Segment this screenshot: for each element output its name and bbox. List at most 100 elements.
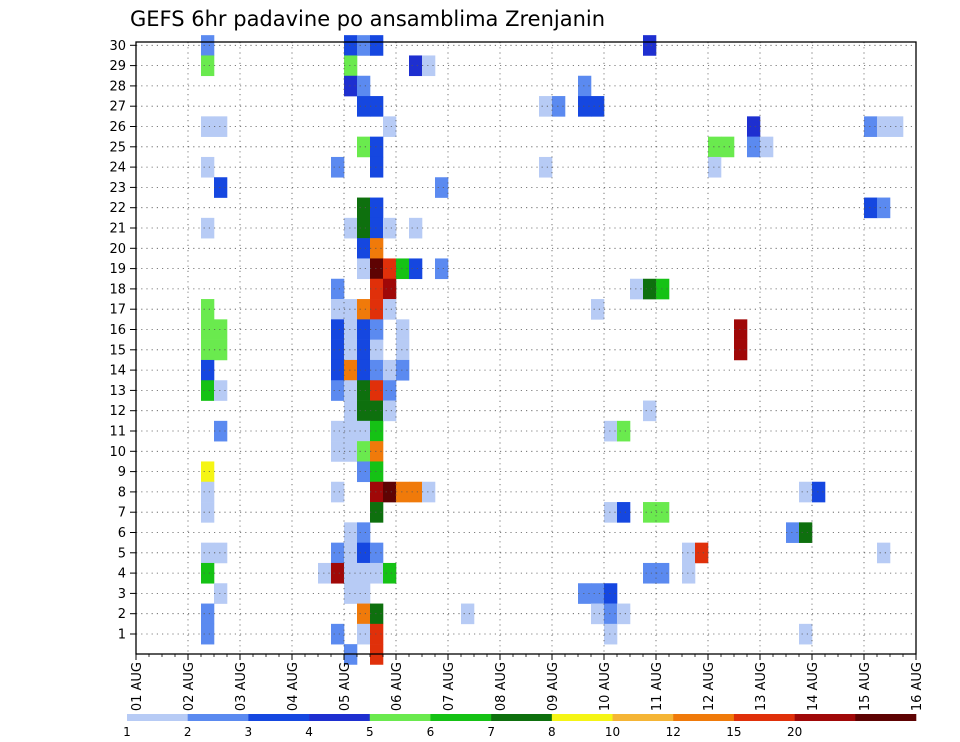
x-tick-label-5: 06 AUG — [390, 662, 405, 711]
heatmap-cell-1 — [344, 35, 358, 56]
colorbar-swatch-5 — [430, 714, 492, 721]
heatmap-cell-49 — [370, 238, 384, 259]
heatmap-cell-152 — [383, 562, 397, 584]
heatmap-cell-0 — [201, 35, 215, 56]
y-tick-label-26: 26 — [109, 120, 126, 135]
heatmap-cell-129 — [604, 502, 618, 523]
heatmap-cell-143 — [682, 542, 696, 564]
y-tick-label-19: 19 — [109, 262, 126, 277]
heatmap-cell-20 — [383, 116, 397, 137]
heatmap-cell-44 — [357, 217, 371, 239]
heatmap-cell-63 — [331, 299, 345, 320]
heatmap-cell-13 — [370, 96, 384, 117]
heatmap-cell-23 — [877, 116, 891, 137]
heatmap-cell-38 — [357, 197, 371, 219]
y-tick-label-16: 16 — [109, 323, 126, 338]
heatmap-cell-57 — [370, 278, 384, 300]
y-tick-label-21: 21 — [109, 222, 126, 237]
y-tick-label-6: 6 — [118, 526, 126, 541]
heatmap-cell-103 — [643, 400, 657, 422]
heatmap-cell-170 — [331, 623, 345, 645]
heatmap-cell-80 — [344, 339, 358, 361]
y-tick-label-25: 25 — [109, 140, 126, 155]
colorbar-label-10: 10 — [605, 725, 620, 739]
y-tick-label-12: 12 — [109, 404, 126, 419]
heatmap-cell-6 — [344, 55, 358, 77]
y-tick-label-5: 5 — [118, 546, 126, 561]
x-tick-label-8: 09 AUG — [546, 662, 561, 711]
heatmap-cell-50 — [357, 258, 371, 280]
colorbar-swatch-0 — [127, 714, 188, 721]
y-tick-label-8: 8 — [118, 485, 126, 500]
y-tick-label-18: 18 — [109, 282, 126, 297]
heatmap-cell-147 — [318, 562, 332, 584]
y-tick-label-29: 29 — [109, 59, 126, 74]
heatmap-cell-84 — [734, 339, 748, 361]
y-tick-label-17: 17 — [109, 303, 126, 318]
heatmap-cell-111 — [331, 441, 345, 462]
heatmap-cell-22 — [864, 116, 878, 137]
heatmap-cell-140 — [344, 542, 358, 564]
heatmap-cell-41 — [877, 197, 891, 219]
heatmap-cell-70 — [214, 319, 228, 340]
heatmap-cell-39 — [370, 197, 384, 219]
colorbar-label-3: 3 — [245, 725, 253, 739]
heatmap-cell-101 — [370, 400, 384, 422]
heatmap-cell-120 — [370, 481, 384, 503]
colorbar-label-4: 4 — [305, 725, 313, 739]
heatmap-cell-169 — [201, 623, 215, 645]
heatmap-cell-45 — [370, 217, 384, 239]
heatmap-cell-149 — [344, 562, 358, 584]
heatmap-cell-58 — [383, 278, 397, 300]
heatmap-cell-98 — [383, 380, 397, 401]
heatmap-cell-32 — [331, 156, 345, 178]
heatmap-cell-7 — [409, 55, 423, 77]
heatmap-cell-72 — [344, 319, 358, 340]
heatmap-cell-154 — [656, 562, 670, 584]
heatmap-cell-160 — [591, 583, 605, 604]
heatmap-cell-158 — [357, 583, 371, 604]
heatmap-cell-2 — [357, 35, 371, 56]
heatmap-cell-133 — [344, 522, 358, 543]
x-tick-label-2: 03 AUG — [234, 662, 249, 711]
heatmap-cell-146 — [201, 562, 215, 584]
heatmap-cell-119 — [331, 481, 345, 503]
heatmap-cell-82 — [370, 339, 384, 361]
colorbar-label-15: 15 — [726, 725, 741, 739]
heatmap-cell-59 — [630, 278, 644, 300]
y-tick-label-14: 14 — [109, 364, 126, 379]
x-tick-label-11: 12 AUG — [702, 662, 717, 711]
heatmap-cell-162 — [201, 603, 215, 625]
heatmap-cell-35 — [708, 156, 722, 178]
heatmap-cell-34 — [539, 156, 553, 178]
heatmap-cell-76 — [734, 319, 748, 340]
heatmap-cell-125 — [799, 481, 813, 503]
heatmap-cell-174 — [799, 623, 813, 645]
heatmap-cell-27 — [708, 136, 722, 158]
x-tick-label-4: 05 AUG — [338, 662, 353, 711]
heatmap-cell-137 — [201, 542, 215, 564]
heatmap-cell-113 — [357, 441, 371, 462]
x-tick-label-7: 08 AUG — [494, 662, 509, 711]
colorbar-label-12: 12 — [666, 725, 681, 739]
heatmap-cell-123 — [409, 481, 423, 503]
heatmap-cell-126 — [812, 481, 826, 503]
heatmap-cell-167 — [604, 603, 618, 625]
heatmap-cell-14 — [539, 96, 553, 117]
colorbar-label-6: 6 — [427, 725, 435, 739]
heatmap-cell-145 — [877, 542, 891, 564]
heatmap-cell-73 — [357, 319, 371, 340]
heatmap-cell-114 — [370, 441, 384, 462]
heatmap-cell-4 — [643, 35, 657, 56]
heatmap-cell-88 — [357, 359, 371, 381]
y-tick-label-13: 13 — [109, 384, 126, 399]
heatmap-cell-157 — [344, 583, 358, 604]
x-tick-label-13: 14 AUG — [806, 662, 821, 711]
colorbar-swatch-3 — [309, 714, 371, 721]
heatmap-cell-81 — [357, 339, 371, 361]
x-tick-label-12: 13 AUG — [754, 662, 769, 711]
colorbar-label-2: 2 — [184, 725, 192, 739]
heatmap-cell-53 — [396, 258, 410, 280]
heatmap-cell-109 — [604, 420, 618, 442]
heatmap-cell-171 — [357, 623, 371, 645]
